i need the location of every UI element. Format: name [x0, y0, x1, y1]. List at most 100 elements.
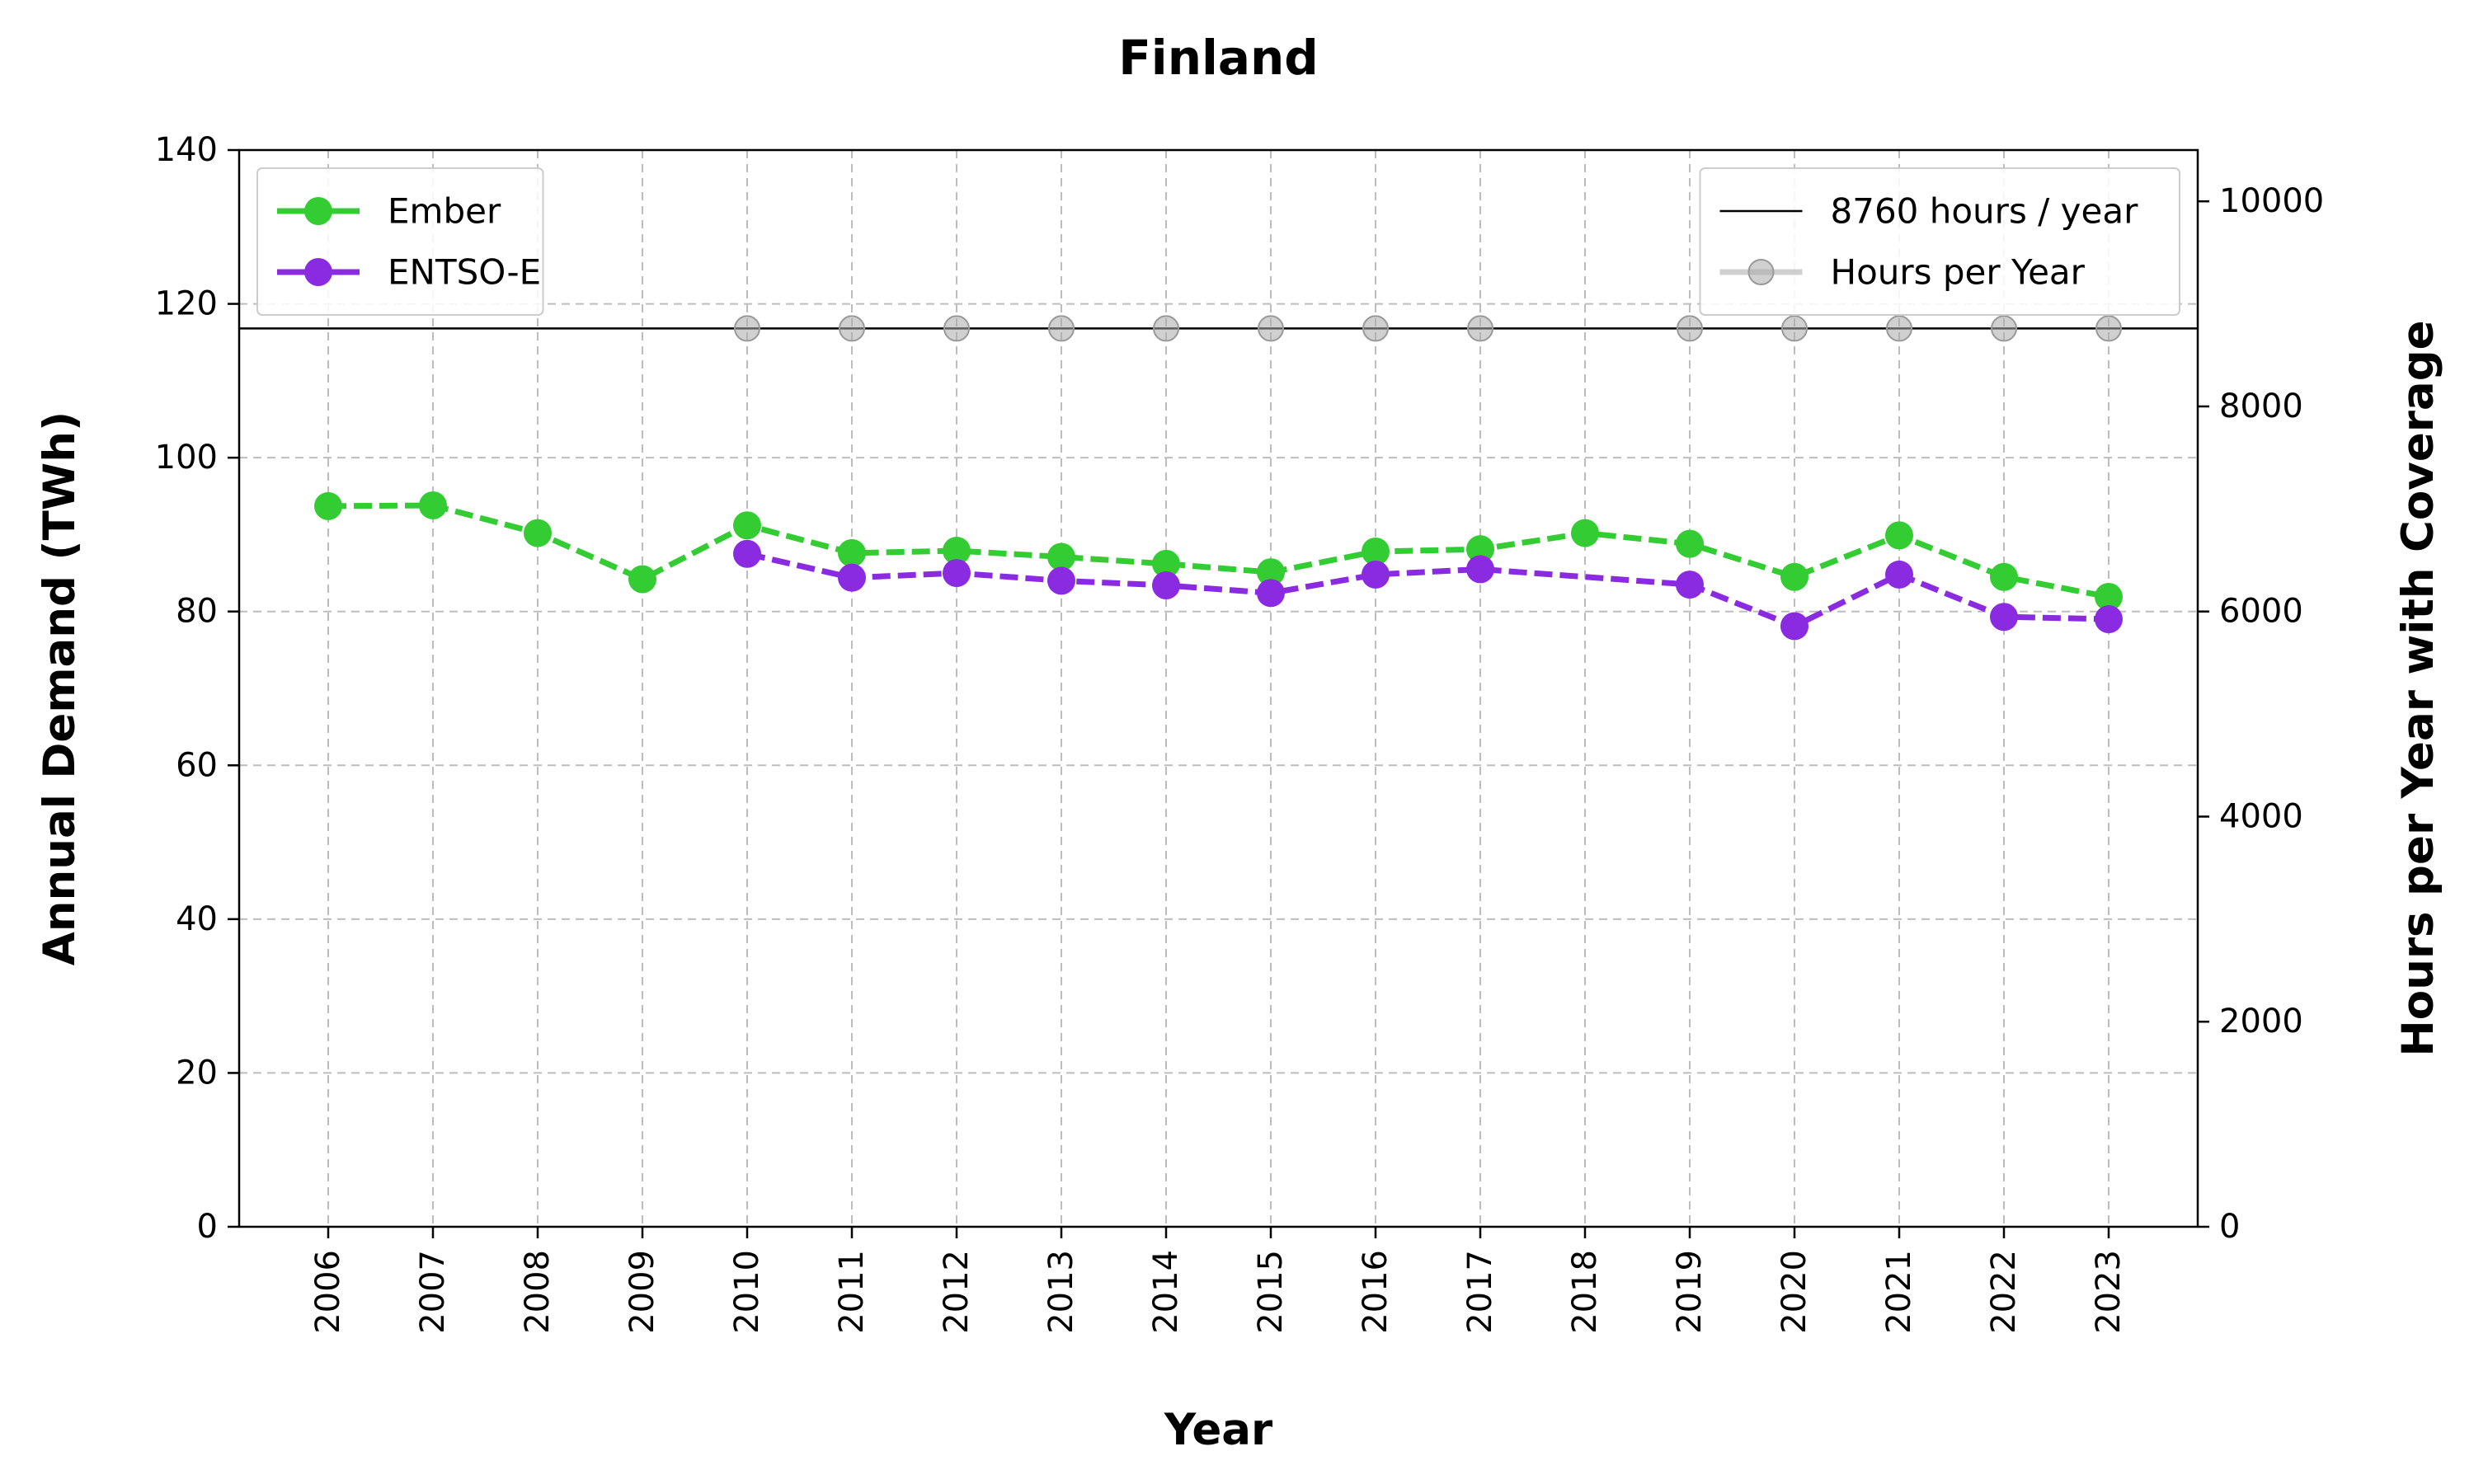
series-layer [314, 315, 2123, 641]
legend-label: Ember [388, 191, 501, 232]
data-point [1467, 315, 1493, 342]
x-tick-label: 2009 [623, 1250, 661, 1334]
data-point [1885, 521, 1913, 550]
y-tick-label: 0 [197, 1208, 218, 1246]
y2-tick-label: 10000 [2219, 182, 2324, 220]
data-point [1152, 571, 1180, 599]
x-tick-label: 2007 [414, 1250, 452, 1334]
data-point [1885, 560, 1913, 589]
y-axis-right-title: Hours per Year with Coverage [2393, 320, 2443, 1056]
data-point [314, 491, 342, 520]
data-point [1362, 537, 1390, 566]
data-point [1676, 529, 1704, 558]
x-tick-label: 2019 [1671, 1250, 1709, 1334]
legend-label: Hours per Year [1831, 252, 2086, 293]
data-point [1781, 315, 1808, 342]
y-tick-label: 120 [155, 285, 218, 323]
chart-title: Finland [1118, 30, 1319, 86]
data-point [1362, 560, 1390, 589]
plot-frame [238, 148, 2199, 1228]
y-axis-right-ticks: 0 2000 4000 6000 8000 10000 [2198, 182, 2324, 1246]
y2-tick-label: 4000 [2219, 797, 2303, 835]
data-point [1991, 315, 2017, 342]
x-tick-label: 2013 [1042, 1250, 1080, 1334]
y-axis-left-title: Annual Demand (TWh) [35, 411, 85, 965]
legend-marker [1747, 259, 1775, 285]
x-tick-label: 2006 [309, 1250, 347, 1334]
legend-entry: Hours per Year [1719, 252, 2086, 293]
data-point [943, 537, 971, 566]
y-tick-label: 60 [176, 746, 218, 784]
data-point [1466, 555, 1494, 584]
x-tick-label: 2016 [1357, 1250, 1395, 1334]
data-point [628, 565, 656, 594]
data-point [1257, 579, 1285, 608]
legend-marker [304, 258, 332, 286]
x-axis-ticks: 2006 2007 2008 2009 2010 2011 2012 2013 2014 2015… [309, 1227, 2128, 1334]
data-point [419, 491, 447, 519]
x-tick-label: 2023 [2090, 1250, 2128, 1334]
data-point [1780, 612, 1808, 641]
y-tick-label: 20 [176, 1054, 218, 1092]
data-point [2095, 315, 2122, 342]
legend-entry: Ember [277, 191, 501, 232]
legend-marker [304, 197, 332, 225]
data-point [2095, 582, 2123, 611]
y-tick-label: 40 [176, 900, 218, 938]
data-point [943, 315, 970, 342]
x-tick-label: 2010 [728, 1250, 766, 1334]
data-point [1152, 549, 1180, 578]
data-point [733, 539, 761, 568]
legend-label: 8760 hours / year [1831, 191, 2139, 232]
data-point [1047, 542, 1075, 571]
x-tick-label: 2021 [1880, 1250, 1918, 1334]
x-tick-label: 2015 [1252, 1250, 1290, 1334]
x-tick-label: 2012 [938, 1250, 976, 1334]
legend-left: Ember ENTSO-E [256, 167, 544, 316]
x-tick-label: 2014 [1147, 1250, 1185, 1334]
series-ember [314, 491, 2123, 611]
legend-entry: ENTSO-E [277, 252, 541, 293]
data-point [1677, 315, 1703, 342]
data-point [1990, 603, 2018, 632]
data-point [1780, 562, 1808, 591]
data-point [839, 315, 865, 342]
series-line [327, 502, 2109, 600]
data-point [524, 519, 552, 547]
x-tick-label: 2011 [833, 1250, 871, 1334]
legend-right-box [1699, 167, 2180, 316]
y2-tick-label: 0 [2219, 1208, 2240, 1246]
data-point [2095, 605, 2123, 634]
data-point [943, 559, 971, 588]
data-point [1047, 566, 1075, 595]
data-point [1258, 315, 1284, 342]
y-tick-label: 100 [155, 439, 218, 477]
data-point [1048, 315, 1075, 342]
x-tick-label: 2020 [1776, 1250, 1813, 1334]
data-point [1257, 558, 1285, 587]
legend-label: ENTSO-E [388, 252, 541, 293]
y-tick-label: 80 [176, 593, 218, 631]
data-point [733, 511, 761, 540]
x-tick-label: 2017 [1461, 1250, 1499, 1334]
y2-tick-label: 2000 [2219, 1003, 2303, 1040]
x-axis-title: Year [1164, 1405, 1272, 1455]
data-point [1571, 519, 1599, 547]
data-point [1153, 315, 1179, 342]
data-point [1466, 535, 1494, 564]
x-tick-label: 2008 [519, 1250, 557, 1334]
data-point [838, 538, 866, 567]
data-point [1886, 315, 1912, 342]
x-tick-label: 2018 [1566, 1250, 1604, 1334]
y-tick-label: 140 [155, 131, 218, 169]
data-point [838, 563, 866, 592]
y2-tick-label: 8000 [2219, 387, 2303, 425]
data-point [1676, 571, 1704, 599]
x-tick-label: 2022 [1985, 1250, 2023, 1334]
data-point [1990, 562, 2018, 591]
data-point [734, 315, 760, 342]
y-axis-left-ticks: 0 20 40 60 80 100 120 140 [155, 131, 239, 1246]
data-point [1362, 315, 1389, 342]
y2-tick-label: 6000 [2219, 593, 2303, 631]
